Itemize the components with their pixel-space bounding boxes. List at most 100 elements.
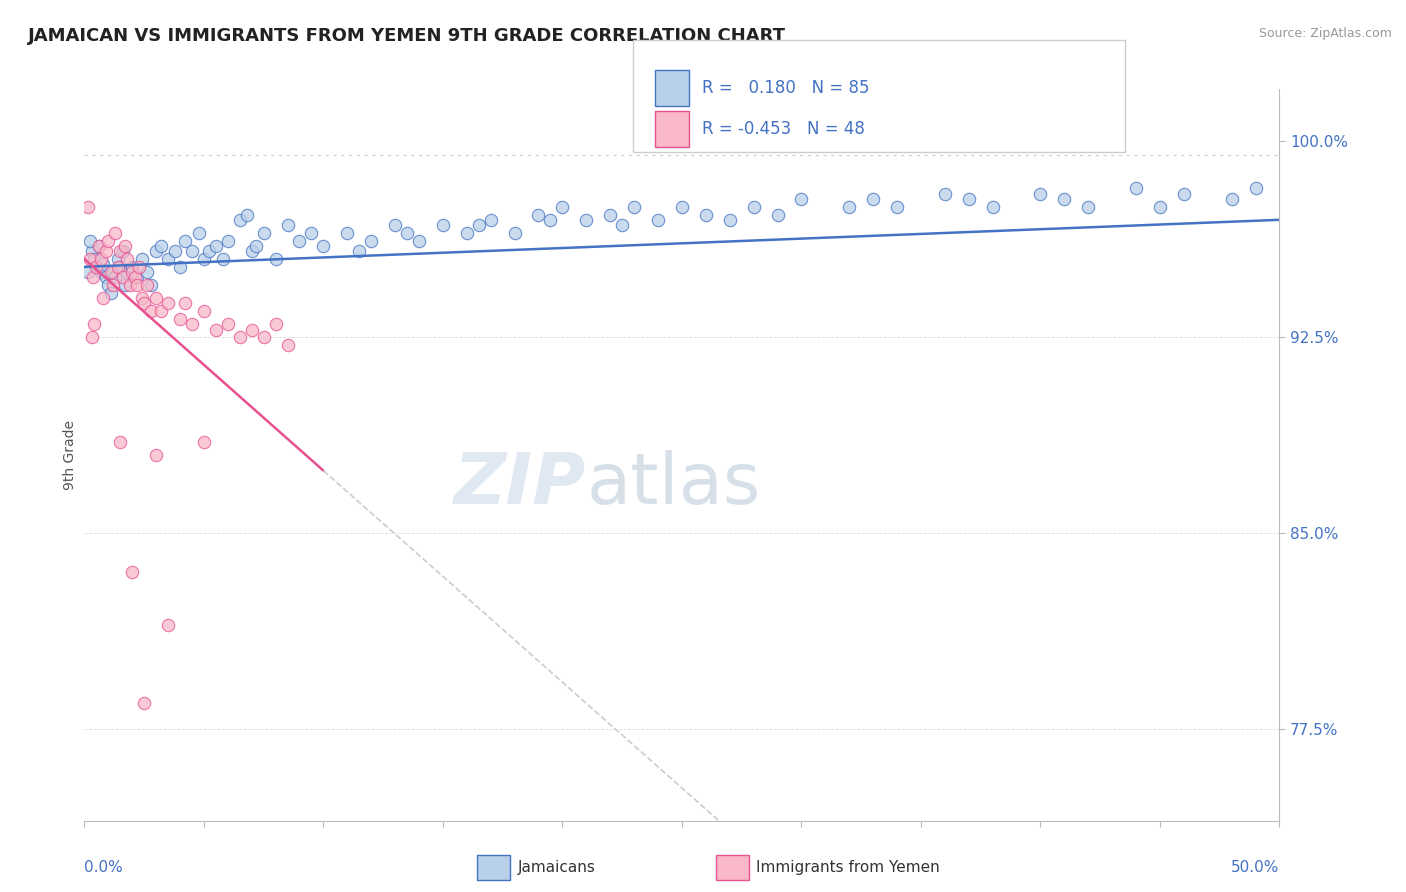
Point — [104, 226, 127, 240]
Point — [468, 218, 491, 232]
Point — [1125, 181, 1147, 195]
Point — [135, 265, 157, 279]
Point — [149, 304, 172, 318]
Point — [301, 226, 323, 240]
Point — [107, 260, 129, 274]
Point — [93, 291, 115, 305]
Point — [131, 291, 153, 305]
Point — [132, 296, 156, 310]
Point — [141, 304, 163, 318]
Point — [77, 200, 100, 214]
Point — [79, 234, 101, 248]
Point — [173, 296, 195, 310]
Point — [97, 278, 120, 293]
Point — [790, 192, 813, 206]
Point — [212, 252, 235, 266]
Point — [97, 234, 120, 248]
Point — [86, 260, 108, 274]
Point — [1053, 192, 1076, 206]
Point — [124, 270, 146, 285]
Point — [240, 244, 263, 259]
Point — [125, 270, 148, 285]
Point — [456, 226, 478, 240]
Point — [479, 212, 502, 227]
Point — [245, 239, 267, 253]
Point — [135, 278, 157, 293]
Text: R = -0.453   N = 48: R = -0.453 N = 48 — [702, 120, 865, 137]
Point — [253, 226, 276, 240]
Point — [94, 270, 117, 285]
Point — [599, 208, 621, 222]
Point — [110, 434, 132, 449]
Point — [121, 260, 143, 274]
Point — [100, 285, 122, 300]
Point — [165, 244, 187, 259]
Point — [193, 304, 215, 318]
Point — [695, 208, 717, 222]
Point — [121, 265, 143, 279]
Point — [229, 330, 252, 344]
Point — [205, 322, 228, 336]
Point — [766, 208, 789, 222]
Point — [1149, 200, 1171, 214]
Point — [264, 252, 287, 266]
Text: JAMAICAN VS IMMIGRANTS FROM YEMEN 9TH GRADE CORRELATION CHART: JAMAICAN VS IMMIGRANTS FROM YEMEN 9TH GR… — [28, 27, 786, 45]
Point — [87, 239, 110, 253]
Text: atlas: atlas — [586, 450, 761, 518]
Point — [862, 192, 884, 206]
Text: R =   0.180   N = 85: R = 0.180 N = 85 — [702, 78, 869, 96]
Point — [1077, 200, 1099, 214]
Point — [217, 318, 239, 332]
Point — [217, 234, 239, 248]
Point — [197, 244, 219, 259]
Point — [110, 260, 132, 274]
Point — [181, 244, 204, 259]
Point — [101, 278, 124, 293]
Point — [101, 265, 124, 279]
Point — [981, 200, 1004, 214]
Point — [612, 218, 634, 232]
Text: ZIP: ZIP — [454, 450, 586, 518]
Point — [384, 218, 406, 232]
Point — [117, 265, 139, 279]
Point — [432, 218, 454, 232]
Point — [80, 244, 103, 259]
Point — [527, 208, 550, 222]
Point — [145, 448, 167, 462]
Point — [117, 252, 139, 266]
Point — [79, 252, 101, 266]
Point — [503, 226, 526, 240]
Point — [957, 192, 980, 206]
Point — [623, 200, 645, 214]
Text: Immigrants from Yemen: Immigrants from Yemen — [756, 860, 941, 874]
Point — [110, 244, 132, 259]
Point — [551, 200, 574, 214]
Point — [157, 617, 180, 632]
Point — [169, 260, 191, 274]
Point — [83, 252, 105, 266]
Point — [107, 252, 129, 266]
Point — [277, 218, 299, 232]
Point — [934, 186, 956, 201]
Point — [886, 200, 908, 214]
Point — [718, 212, 741, 227]
Point — [647, 212, 669, 227]
Point — [236, 208, 259, 222]
Point — [193, 252, 215, 266]
Point — [408, 234, 430, 248]
Point — [145, 291, 167, 305]
Point — [121, 566, 143, 580]
Point — [125, 278, 148, 293]
Point — [742, 200, 765, 214]
Point — [253, 330, 276, 344]
Point — [229, 212, 252, 227]
Point — [288, 234, 311, 248]
Point — [104, 270, 127, 285]
Point — [396, 226, 419, 240]
Point — [188, 226, 211, 240]
Text: Jamaicans: Jamaicans — [517, 860, 595, 874]
Point — [90, 265, 112, 279]
Point — [336, 226, 359, 240]
Point — [575, 212, 598, 227]
Point — [540, 212, 562, 227]
